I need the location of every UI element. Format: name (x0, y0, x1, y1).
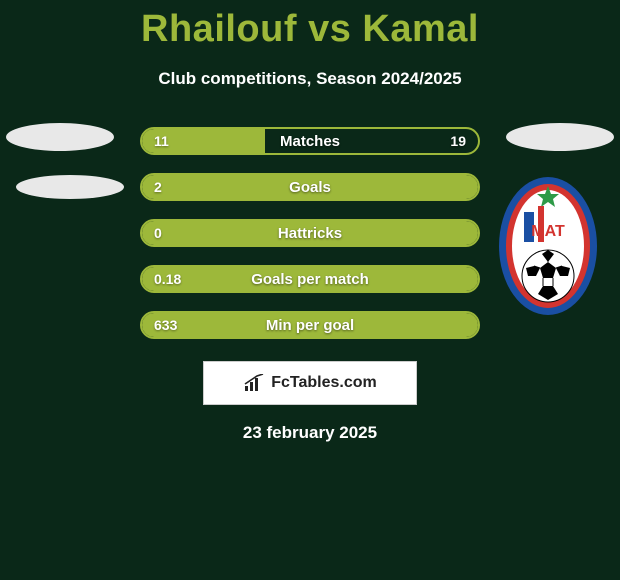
stat-row-matches: 11 Matches 19 (140, 127, 480, 155)
stat-right-value: 19 (450, 133, 466, 149)
brand-box[interactable]: FcTables.com (203, 361, 417, 405)
stat-row-goals: 2 Goals (140, 173, 480, 201)
stat-label: Min per goal (142, 317, 478, 334)
player-left-placeholder-icon (6, 123, 114, 151)
team-right-badge-icon: MAT (498, 176, 598, 316)
stat-label: Hattricks (142, 225, 478, 242)
stat-row-hattricks: 0 Hattricks (140, 219, 480, 247)
chart-icon (243, 374, 265, 392)
page-title: Rhailouf vs Kamal (141, 8, 479, 51)
stat-label: Matches (142, 133, 478, 150)
team-left-placeholder-icon (16, 175, 124, 199)
stat-row-min-per-goal: 633 Min per goal (140, 311, 480, 339)
brand-text: FcTables.com (271, 374, 377, 392)
stat-label: Goals (142, 179, 478, 196)
page-subtitle: Club competitions, Season 2024/2025 (158, 69, 461, 89)
svg-text:MAT: MAT (531, 223, 565, 240)
stat-label: Goals per match (142, 271, 478, 288)
stats-list: 11 Matches 19 2 Goals 0 Hattricks 0.18 G… (140, 127, 480, 339)
stat-row-goals-per-match: 0.18 Goals per match (140, 265, 480, 293)
date-text: 23 february 2025 (243, 423, 377, 443)
player-right-placeholder-icon (506, 123, 614, 151)
